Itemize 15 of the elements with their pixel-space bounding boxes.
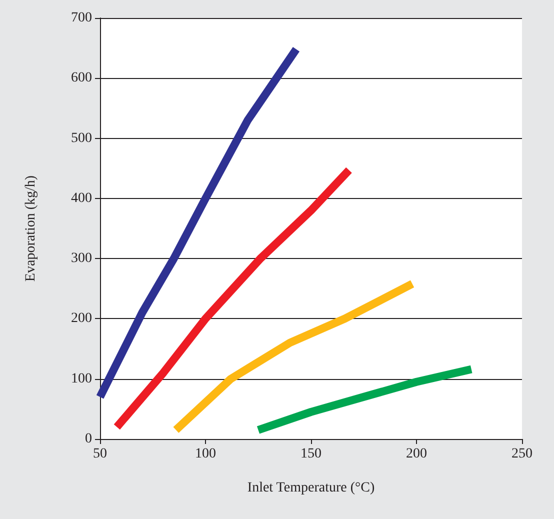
x-tick-label: 100 — [195, 446, 216, 462]
y-tick-label: 0 — [85, 432, 92, 446]
y-axis-title: Evaporation (kg/h) — [24, 175, 38, 282]
x-tick-label: 200 — [406, 446, 427, 462]
x-tick-label: 50 — [93, 446, 107, 462]
y-tick-label: 200 — [71, 311, 92, 326]
x-tick-label: 150 — [300, 446, 322, 462]
x-tick-label: 250 — [512, 446, 532, 462]
y-tick-label: 700 — [71, 10, 92, 26]
y-tick-label: 500 — [71, 130, 92, 146]
y-tick-label: 600 — [71, 70, 92, 86]
x-axis-title: Inlet Temperature (°C) — [247, 480, 375, 496]
y-tick-label: 300 — [71, 251, 92, 266]
y-tick-label: 400 — [71, 190, 92, 206]
y-tick-label: 100 — [71, 371, 92, 386]
